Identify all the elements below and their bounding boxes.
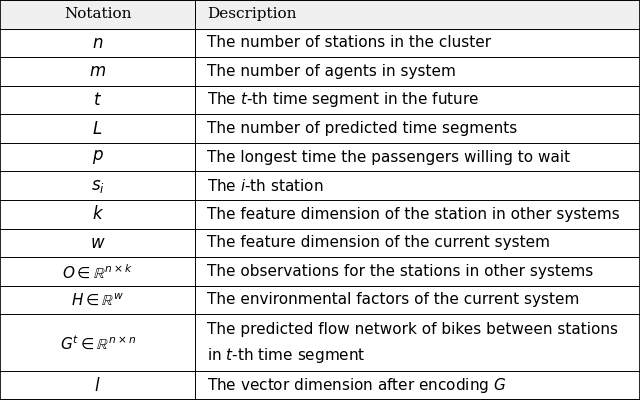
Text: in $t$-th time segment: in $t$-th time segment — [207, 346, 365, 366]
Bar — [0, 0, 640, 28]
Text: $s_i$: $s_i$ — [91, 177, 104, 195]
Text: The predicted flow network of bikes between stations: The predicted flow network of bikes betw… — [207, 322, 618, 337]
Text: $L$: $L$ — [92, 120, 103, 138]
Text: Notation: Notation — [64, 7, 131, 21]
Text: The number of stations in the cluster: The number of stations in the cluster — [207, 35, 491, 50]
Text: Description: Description — [207, 7, 296, 21]
Text: $w$: $w$ — [90, 234, 106, 252]
Text: The observations for the stations in other systems: The observations for the stations in oth… — [207, 264, 593, 279]
Text: The longest time the passengers willing to wait: The longest time the passengers willing … — [207, 150, 570, 165]
Text: The environmental factors of the current system: The environmental factors of the current… — [207, 292, 579, 308]
Text: The feature dimension of the station in other systems: The feature dimension of the station in … — [207, 207, 620, 222]
Text: $n$: $n$ — [92, 34, 103, 52]
Text: $H \in \mathbb{R}^{w}$: $H \in \mathbb{R}^{w}$ — [71, 292, 124, 308]
Text: The $t$-th time segment in the future: The $t$-th time segment in the future — [207, 90, 479, 110]
Text: $O \in \mathbb{R}^{n \times k}$: $O \in \mathbb{R}^{n \times k}$ — [62, 262, 133, 280]
Text: The feature dimension of the current system: The feature dimension of the current sys… — [207, 235, 550, 250]
Text: $m$: $m$ — [89, 62, 106, 80]
Text: $l$: $l$ — [94, 377, 101, 395]
Text: The number of predicted time segments: The number of predicted time segments — [207, 121, 517, 136]
Text: The vector dimension after encoding $G$: The vector dimension after encoding $G$ — [207, 376, 506, 395]
Text: $G^t \in \mathbb{R}^{n \times n}$: $G^t \in \mathbb{R}^{n \times n}$ — [60, 334, 136, 352]
Text: $k$: $k$ — [92, 205, 104, 223]
Text: $p$: $p$ — [92, 148, 104, 166]
Text: The number of agents in system: The number of agents in system — [207, 64, 456, 79]
Text: $t$: $t$ — [93, 91, 102, 109]
Text: The $i$-th station: The $i$-th station — [207, 178, 323, 194]
